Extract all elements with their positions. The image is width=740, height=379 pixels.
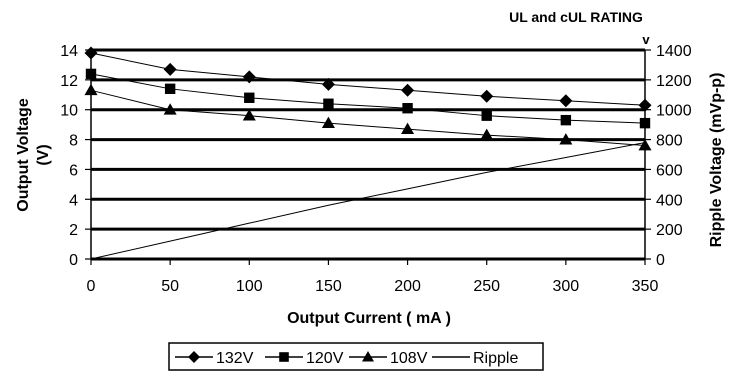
legend-marker-120v [279, 352, 289, 362]
data-point-120v [244, 92, 255, 103]
data-point-120v [323, 98, 334, 109]
y-tick-label: 10 [60, 103, 78, 120]
data-point-108v [638, 139, 652, 151]
data-point-108v [401, 122, 415, 134]
data-point-108v [321, 116, 335, 129]
x-tick-label: 200 [394, 278, 421, 295]
axes [85, 49, 651, 265]
x-tick-label: 150 [315, 278, 342, 295]
x-tick-label: 0 [87, 278, 96, 295]
y2-axis-label: Ripple Voltage (mVp-p) [708, 73, 725, 248]
y2-tick-label: 600 [656, 162, 683, 179]
x-tick-label: 300 [553, 278, 580, 295]
legend-label-ripple: Ripple [473, 350, 518, 367]
y2-tick-label: 1200 [656, 73, 692, 90]
y-tick-labels: 0 2 4 6 8 10 12 14 [60, 43, 78, 269]
legend-label-120v: 120V [306, 350, 344, 367]
data-point-120v [639, 117, 651, 129]
legend: 132V 120V 108V Ripple [168, 342, 544, 371]
y-tick-label: 12 [60, 73, 78, 90]
y-tick-label: 6 [69, 162, 78, 179]
data-point-120v [560, 114, 572, 126]
data-point-120v [85, 68, 97, 80]
y-tick-label: 4 [69, 192, 78, 209]
series-lines [90, 52, 646, 260]
x-tick-label: 350 [632, 278, 659, 295]
series-line-ripple [90, 142, 646, 260]
data-point-132v [559, 94, 573, 108]
legend-marker-132v [188, 351, 200, 363]
y2-tick-label: 200 [656, 222, 683, 239]
data-point-132v [480, 89, 494, 103]
data-point-120v [481, 110, 492, 121]
legend-label-132v: 132V [216, 350, 254, 367]
data-point-132v [321, 77, 335, 91]
series-markers [84, 46, 652, 151]
series-line-132v [90, 52, 646, 106]
x-tick-labels: 0 50 100 150 200 250 300 350 [87, 278, 659, 295]
y-axis-label: Output Voltage (V) [15, 98, 52, 212]
x-tick-label: 50 [161, 278, 179, 295]
y-tick-label: 14 [60, 43, 78, 60]
data-point-132v [401, 83, 415, 97]
y2-tick-label: 800 [656, 133, 683, 150]
x-tick-label: 100 [236, 278, 263, 295]
data-point-120v [402, 103, 413, 114]
data-point-108v [242, 109, 256, 121]
series-line-120v [90, 73, 646, 124]
data-point-132v [242, 70, 256, 84]
y2-tick-label: 400 [656, 192, 683, 209]
data-point-120v [164, 83, 176, 95]
y-tick-label: 8 [69, 133, 78, 150]
y2-tick-label: 1000 [656, 103, 692, 120]
x-axis-label: Output Current ( mA ) [287, 310, 451, 327]
y-axis-label-text: Output Voltage (V) [15, 98, 52, 212]
y2-tick-label: 1400 [656, 43, 692, 60]
x-tick-label: 250 [473, 278, 500, 295]
data-point-132v [163, 62, 177, 76]
y2-tick-label: 0 [656, 252, 665, 269]
y-tick-label: 0 [69, 252, 78, 269]
series-line-108v [90, 89, 646, 147]
grid [91, 48, 645, 261]
data-point-108v [559, 133, 573, 145]
data-point-132v [638, 98, 652, 112]
legend-marker-108v [362, 351, 374, 362]
data-point-108v [480, 128, 494, 140]
data-point-132v [84, 46, 98, 60]
data-point-108v [163, 103, 177, 115]
legend-label-108v: 108V [390, 350, 428, 367]
chart-title-suffix: v [642, 32, 650, 47]
y2-tick-labels: 0 200 400 600 800 1000 1200 1400 [656, 43, 692, 269]
data-point-108v [84, 83, 98, 96]
y-tick-label: 2 [69, 222, 78, 239]
chart-title: UL and cUL RATING [509, 9, 643, 25]
